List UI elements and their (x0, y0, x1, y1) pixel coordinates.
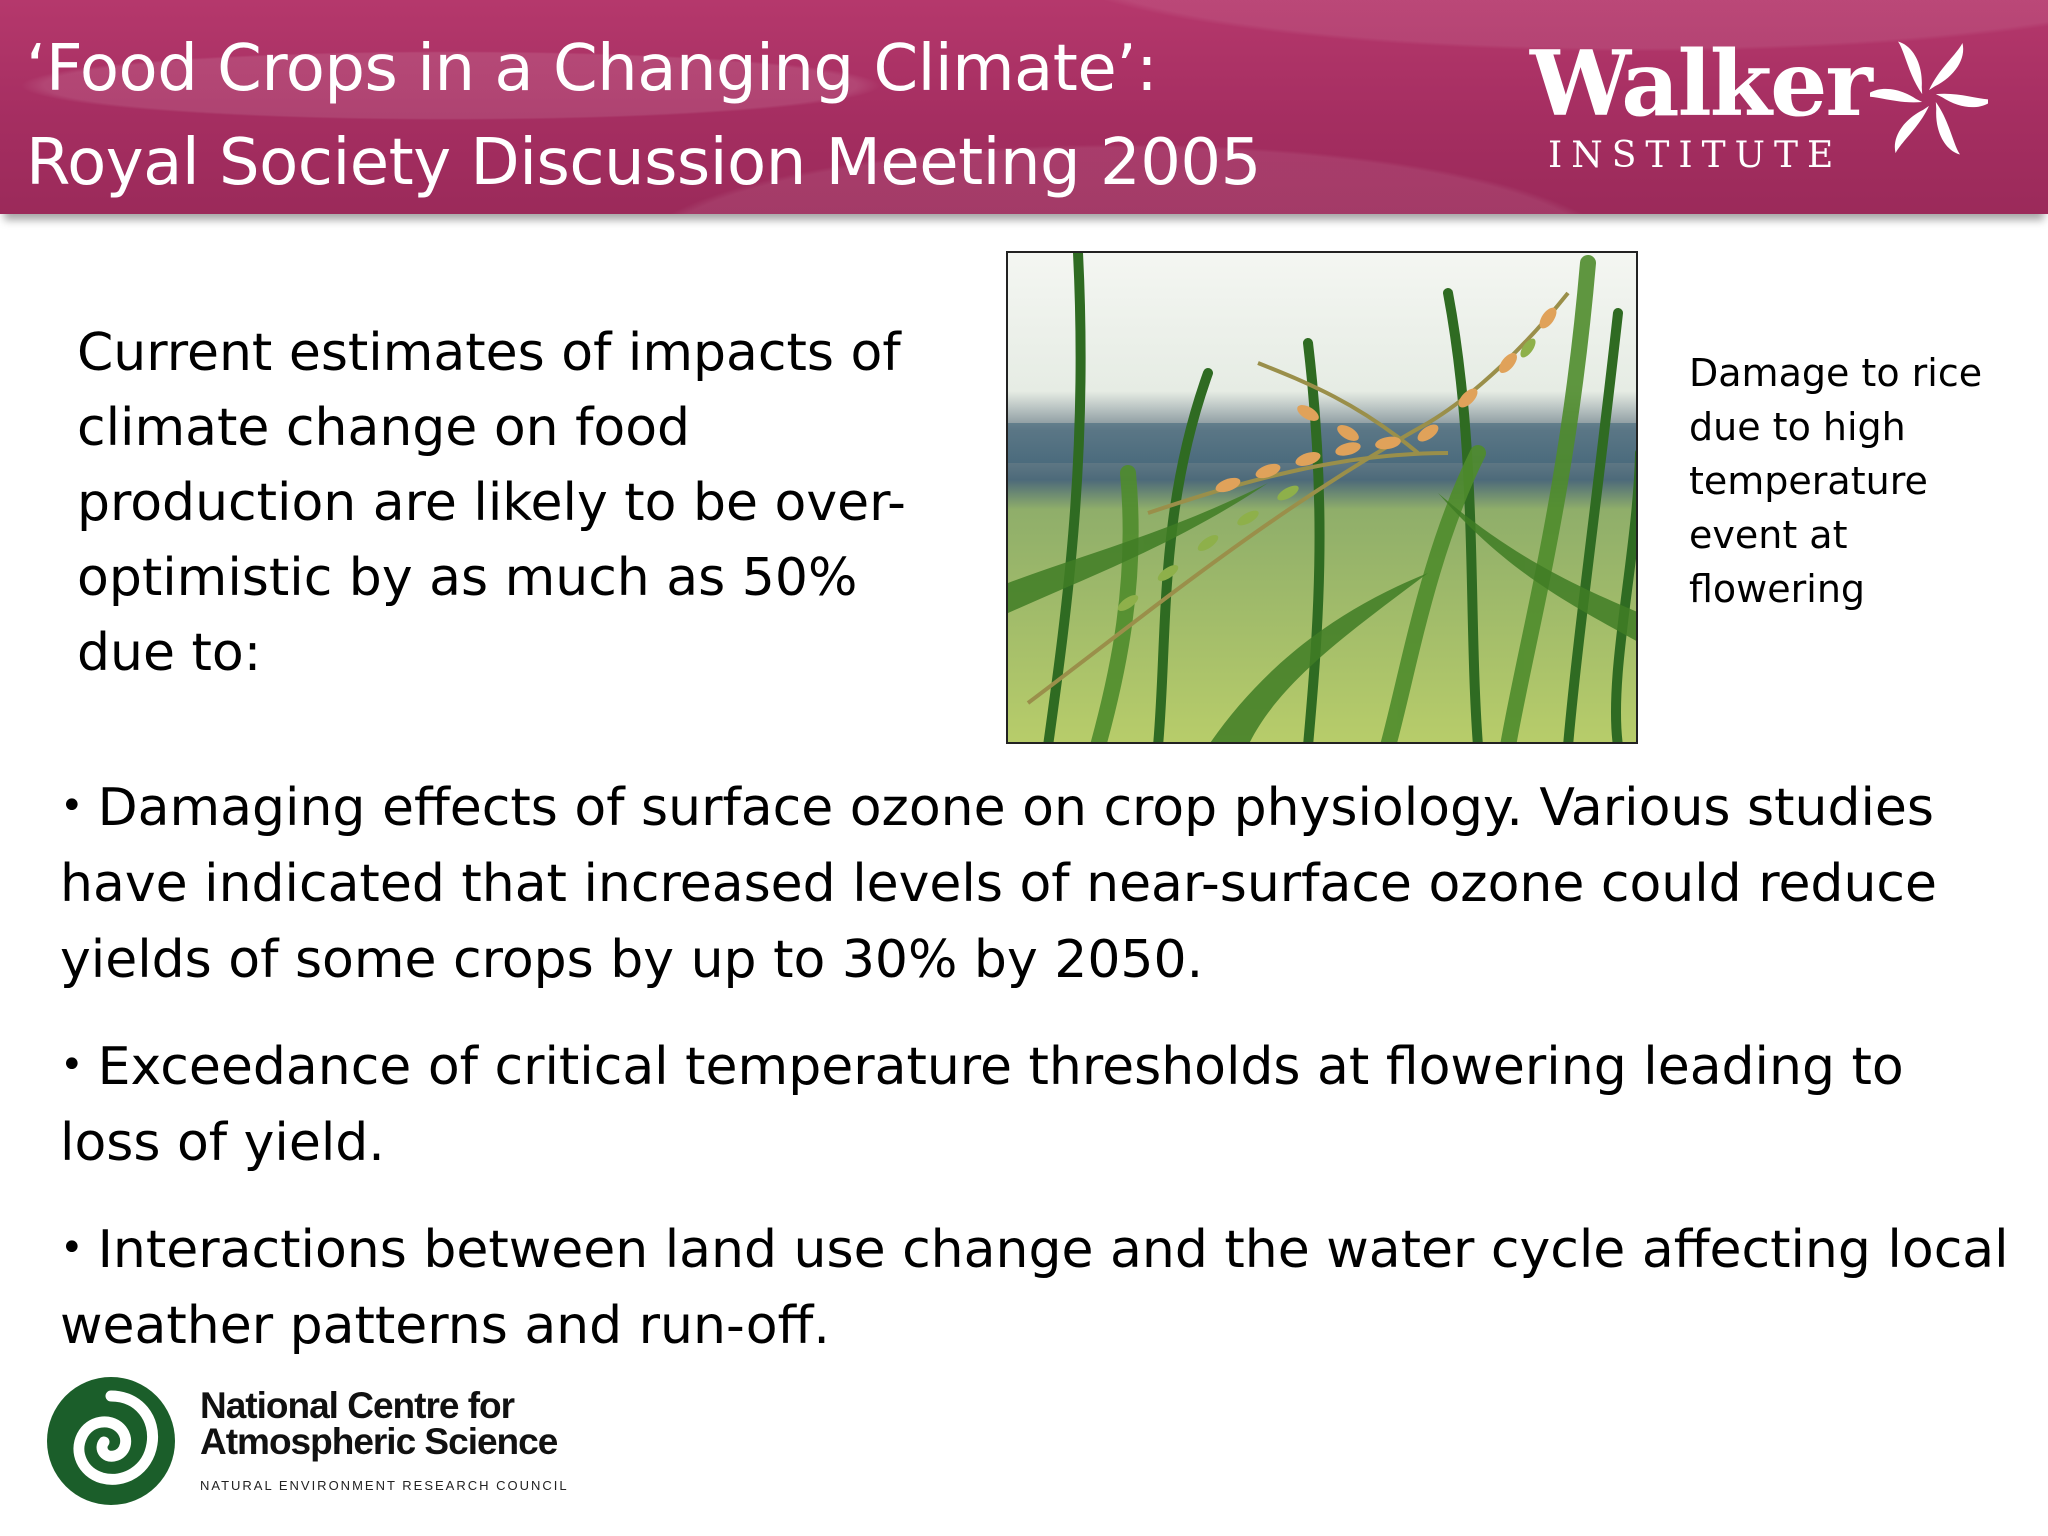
list-item: • Damaging effects of surface ozone on cr… (60, 768, 2020, 998)
rice-plant-photo (1006, 251, 1638, 744)
intro-paragraph: Current estimates of impacts of climate … (77, 323, 906, 683)
list-item-text: Interactions between land use change and… (60, 1220, 2009, 1356)
title-banner: ‘Food Crops in a Changing Climate’: Roya… (0, 0, 2048, 214)
list-item: • Exceedance of critical temperature thre… (60, 1027, 2020, 1181)
bullet-marker: • (60, 1225, 84, 1271)
bullet-marker: • (60, 1042, 84, 1088)
walker-logo-wordmark: Walker (1530, 31, 1873, 137)
slide-title-line-2: Royal Society Discussion Meeting 2005 (26, 126, 1261, 200)
list-item-text: Damaging effects of surface ozone on cro… (60, 778, 1937, 990)
ncas-logo-name: National Centre for Atmospheric Science (200, 1385, 558, 1462)
bullet-marker: • (60, 783, 84, 829)
photo-caption: Damage to rice due to high temperature e… (1689, 351, 1983, 611)
ncas-logo-subtitle: NATURAL ENVIRONMENT RESEARCH COUNCIL (200, 1478, 569, 1493)
list-item: • Interactions between land use change an… (60, 1210, 2020, 1364)
slide-title: ‘Food Crops in a Changing Climate’: Roya… (26, 22, 1261, 210)
ncas-logo-name-line-1: National Centre for (200, 1385, 515, 1426)
green-spiral-icon (47, 1377, 175, 1505)
rice-photo-illustration (1008, 253, 1636, 742)
slide-title-line-1: ‘Food Crops in a Changing Climate’: (26, 32, 1158, 106)
ncas-logo: National Centre for Atmospheric Science … (44, 1374, 644, 1524)
walker-institute-logo: Walker INSTITUTE (1524, 30, 1988, 190)
ncas-logo-name-line-2: Atmospheric Science (200, 1421, 558, 1462)
list-item-text: Exceedance of critical temperature thres… (60, 1037, 1904, 1173)
pinwheel-swirl-icon (1870, 41, 1988, 155)
impact-factor-list: • Damaging effects of surface ozone on cr… (60, 768, 2020, 1393)
walker-logo-subtitle: INSTITUTE (1548, 135, 1843, 176)
